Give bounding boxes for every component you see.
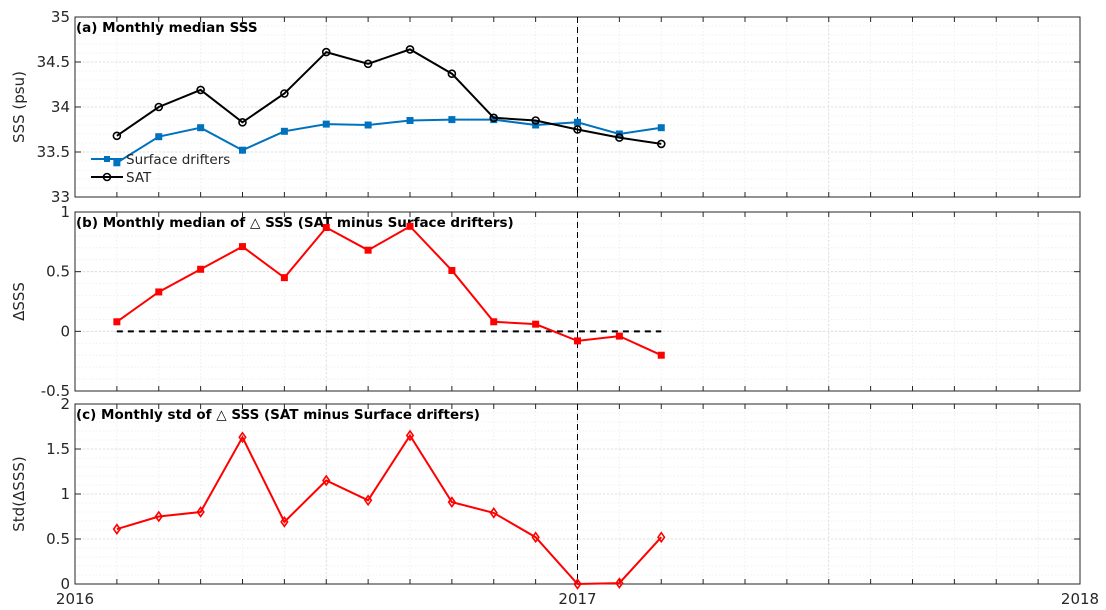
series-0-point xyxy=(657,351,665,359)
surface-drifters-point xyxy=(322,120,330,128)
y-axis-label-b: ΔSSS xyxy=(10,282,28,321)
legend-marker xyxy=(104,156,110,162)
surface-drifters-point xyxy=(238,146,246,154)
y-tick-label: 33 xyxy=(51,188,70,206)
series-0-point xyxy=(531,531,540,544)
series-0-point xyxy=(448,266,456,274)
sat-point xyxy=(196,85,205,95)
series-0-point xyxy=(112,523,122,535)
surface-drifters-point xyxy=(364,121,372,129)
sat-point xyxy=(656,139,666,149)
series-0-point xyxy=(657,531,666,544)
series-0-point xyxy=(615,332,623,340)
series-0-point xyxy=(238,243,246,251)
series-0-point xyxy=(197,265,205,273)
series-0-point xyxy=(113,318,121,326)
surface-drifters-point xyxy=(280,127,288,135)
y-tick-label: 0 xyxy=(60,322,70,340)
series-0-point xyxy=(615,577,624,589)
legend-marker xyxy=(102,172,112,182)
series-0-point xyxy=(155,288,163,296)
sat-point xyxy=(489,113,499,123)
y-axis-label-c: Std(ΔSSS) xyxy=(10,456,28,531)
series-0-point xyxy=(238,431,247,444)
series-0-point xyxy=(489,507,498,519)
series-0-point xyxy=(196,506,205,518)
series-0-point xyxy=(406,222,414,230)
surface-drifters-point xyxy=(197,124,205,132)
panel-title-c: (c) Monthly std of △ SSS (SAT minus Surf… xyxy=(76,407,480,423)
sat-point xyxy=(154,102,164,112)
panel-title-b: (b) Monthly median of △ SSS (SAT minus S… xyxy=(76,215,514,231)
series-0-point xyxy=(154,510,163,523)
series-0-point xyxy=(573,578,582,590)
surface-drifters-point xyxy=(155,133,163,141)
sat-point xyxy=(280,89,289,98)
x-tick-label: 2017 xyxy=(558,590,596,608)
surface-drifters-line xyxy=(116,118,662,164)
sat-point xyxy=(112,131,122,141)
x-tick-label: 2016 xyxy=(56,590,94,608)
panel-b-monthly-median-delta-sss: -0.5 0 0.5 1 ΔSSS (b) Monthly median of △ SSS… xyxy=(10,203,1081,400)
sat-line xyxy=(116,48,662,145)
legend: Surface drifters SAT xyxy=(91,152,230,186)
surface-drifters-point xyxy=(113,159,121,167)
x-tick-label: 2018 xyxy=(1061,590,1099,608)
y-tick-label: 0.5 xyxy=(46,530,70,548)
series-0-point xyxy=(574,337,581,345)
series-0-line xyxy=(116,225,662,357)
surface-drifters-point xyxy=(406,117,414,124)
sat-point xyxy=(447,69,457,78)
series-0-line xyxy=(116,433,663,586)
series-0-point xyxy=(364,246,372,254)
sat-point xyxy=(573,125,582,134)
series-0-point xyxy=(322,224,330,232)
series-0-point xyxy=(447,496,457,508)
y-tick-label: 35 xyxy=(51,8,70,26)
panel-c-monthly-std-delta-sss: 0 0.5 1 1.5 2 Std(ΔSSS) (c) Monthly std of △ S… xyxy=(10,395,1099,608)
surface-drifters-point xyxy=(657,124,665,132)
y-tick-label: 1.5 xyxy=(46,440,70,458)
sat-point xyxy=(615,133,624,142)
panel-a-monthly-median-sss: 33 33.5 34 34.5 35 SSS (psu) (a) Monthly media… xyxy=(10,8,1081,206)
sat-point xyxy=(321,47,331,57)
surface-drifters-point xyxy=(448,116,456,124)
series-0-point xyxy=(490,318,498,326)
series-0-point xyxy=(280,274,288,282)
sat-point xyxy=(531,116,540,125)
y-tick-label: -0.5 xyxy=(41,382,70,400)
series-0-point xyxy=(532,320,540,328)
y-tick-label: 0 xyxy=(60,575,70,593)
legend-entry-label: Surface drifters xyxy=(126,152,230,168)
y-tick-label: 33.5 xyxy=(37,143,70,161)
y-tick-label: 2 xyxy=(60,395,70,413)
y-tick-label: 1 xyxy=(60,203,70,221)
grid-a xyxy=(75,16,1080,198)
sat-point xyxy=(363,59,373,69)
surface-drifters-point xyxy=(574,118,581,126)
series-0-point xyxy=(280,516,289,528)
series-0-point xyxy=(405,429,415,442)
y-tick-label: 1 xyxy=(60,485,70,503)
y-tick-label: 0.5 xyxy=(46,263,70,281)
sat-point xyxy=(238,118,247,127)
surface-drifters-point xyxy=(532,121,540,129)
series-0-point xyxy=(322,474,331,487)
series-0-point xyxy=(363,494,373,507)
legend-entry-label: SAT xyxy=(126,170,152,186)
y-axis-label-a: SSS (psu) xyxy=(10,71,28,143)
y-tick-label: 34 xyxy=(51,98,70,116)
sat-point xyxy=(405,45,415,54)
y-tick-label: 34.5 xyxy=(37,53,70,71)
panel-title-a: (a) Monthly median SSS xyxy=(76,20,258,36)
